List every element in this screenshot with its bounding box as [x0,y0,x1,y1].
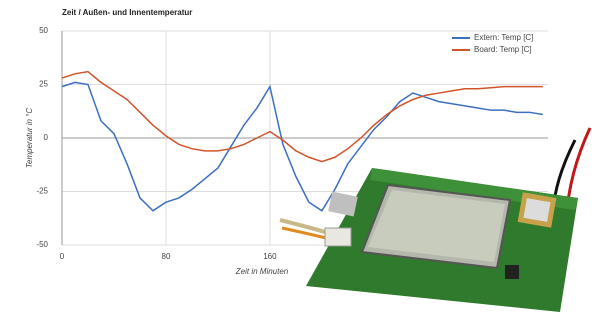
x-tick-label: 160 [263,252,277,261]
y-tick-label: 0 [44,133,49,142]
pcb-photo [280,128,590,312]
y-tick-label: 25 [39,80,48,89]
legend-label: Board: Temp [C] [474,45,532,54]
x-tick-label: 80 [162,252,171,261]
y-tick-label: -25 [36,187,48,196]
chart-title: Zeit / Außen- und Innentemperatur [62,8,192,17]
y-axis-title: Temperatur in °C [25,108,34,168]
series-line [62,72,543,162]
y-tick-label: -50 [36,240,48,249]
chart: Zeit / Außen- und Innentemperatur Zeit i… [0,0,592,315]
y-tick-label: 50 [39,26,48,35]
x-axis-title: Zeit in Minuten [235,267,289,276]
x-tick-label: 0 [60,252,65,261]
legend-label: Extern: Temp [C] [474,33,533,42]
